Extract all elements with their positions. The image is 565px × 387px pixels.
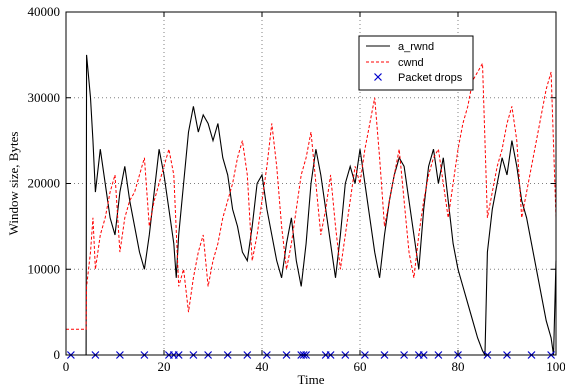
legend-box [358, 35, 474, 91]
legend-marker-stroke [374, 73, 382, 81]
x-tick-label: 80 [452, 359, 465, 374]
y-tick-label: 0 [54, 347, 61, 362]
x-tick-label: 100 [546, 359, 565, 374]
cwnd-line [66, 61, 557, 330]
legend-label-cwnd: cwnd [398, 57, 424, 69]
x-tick-label: 20 [158, 359, 171, 374]
x-tick-label: 0 [63, 359, 70, 374]
plot-frame [65, 11, 557, 356]
legend: a_rwnd cwnd Packet drops [358, 35, 474, 91]
a-rwnd-line [66, 54, 557, 357]
x-tick-label: 60 [354, 359, 367, 374]
y-tick-label: 20000 [28, 176, 61, 191]
y-axis-label: Window size, Bytes [6, 132, 21, 236]
y-tick-label: 10000 [28, 261, 61, 276]
legend-label-packet-drops: Packet drops [398, 72, 463, 84]
legend-marker-packet-drops [374, 73, 382, 81]
y-tick-label: 30000 [28, 90, 61, 105]
x-tick-label: 40 [256, 359, 269, 374]
ticks: 0 20 40 60 80 100 0 10000 20000 30000 40000 [28, 4, 565, 374]
y-tick-label: 40000 [28, 4, 61, 19]
legend-label-a-rwnd: a_rwnd [398, 41, 434, 53]
x-axis-label: Time [298, 372, 325, 387]
